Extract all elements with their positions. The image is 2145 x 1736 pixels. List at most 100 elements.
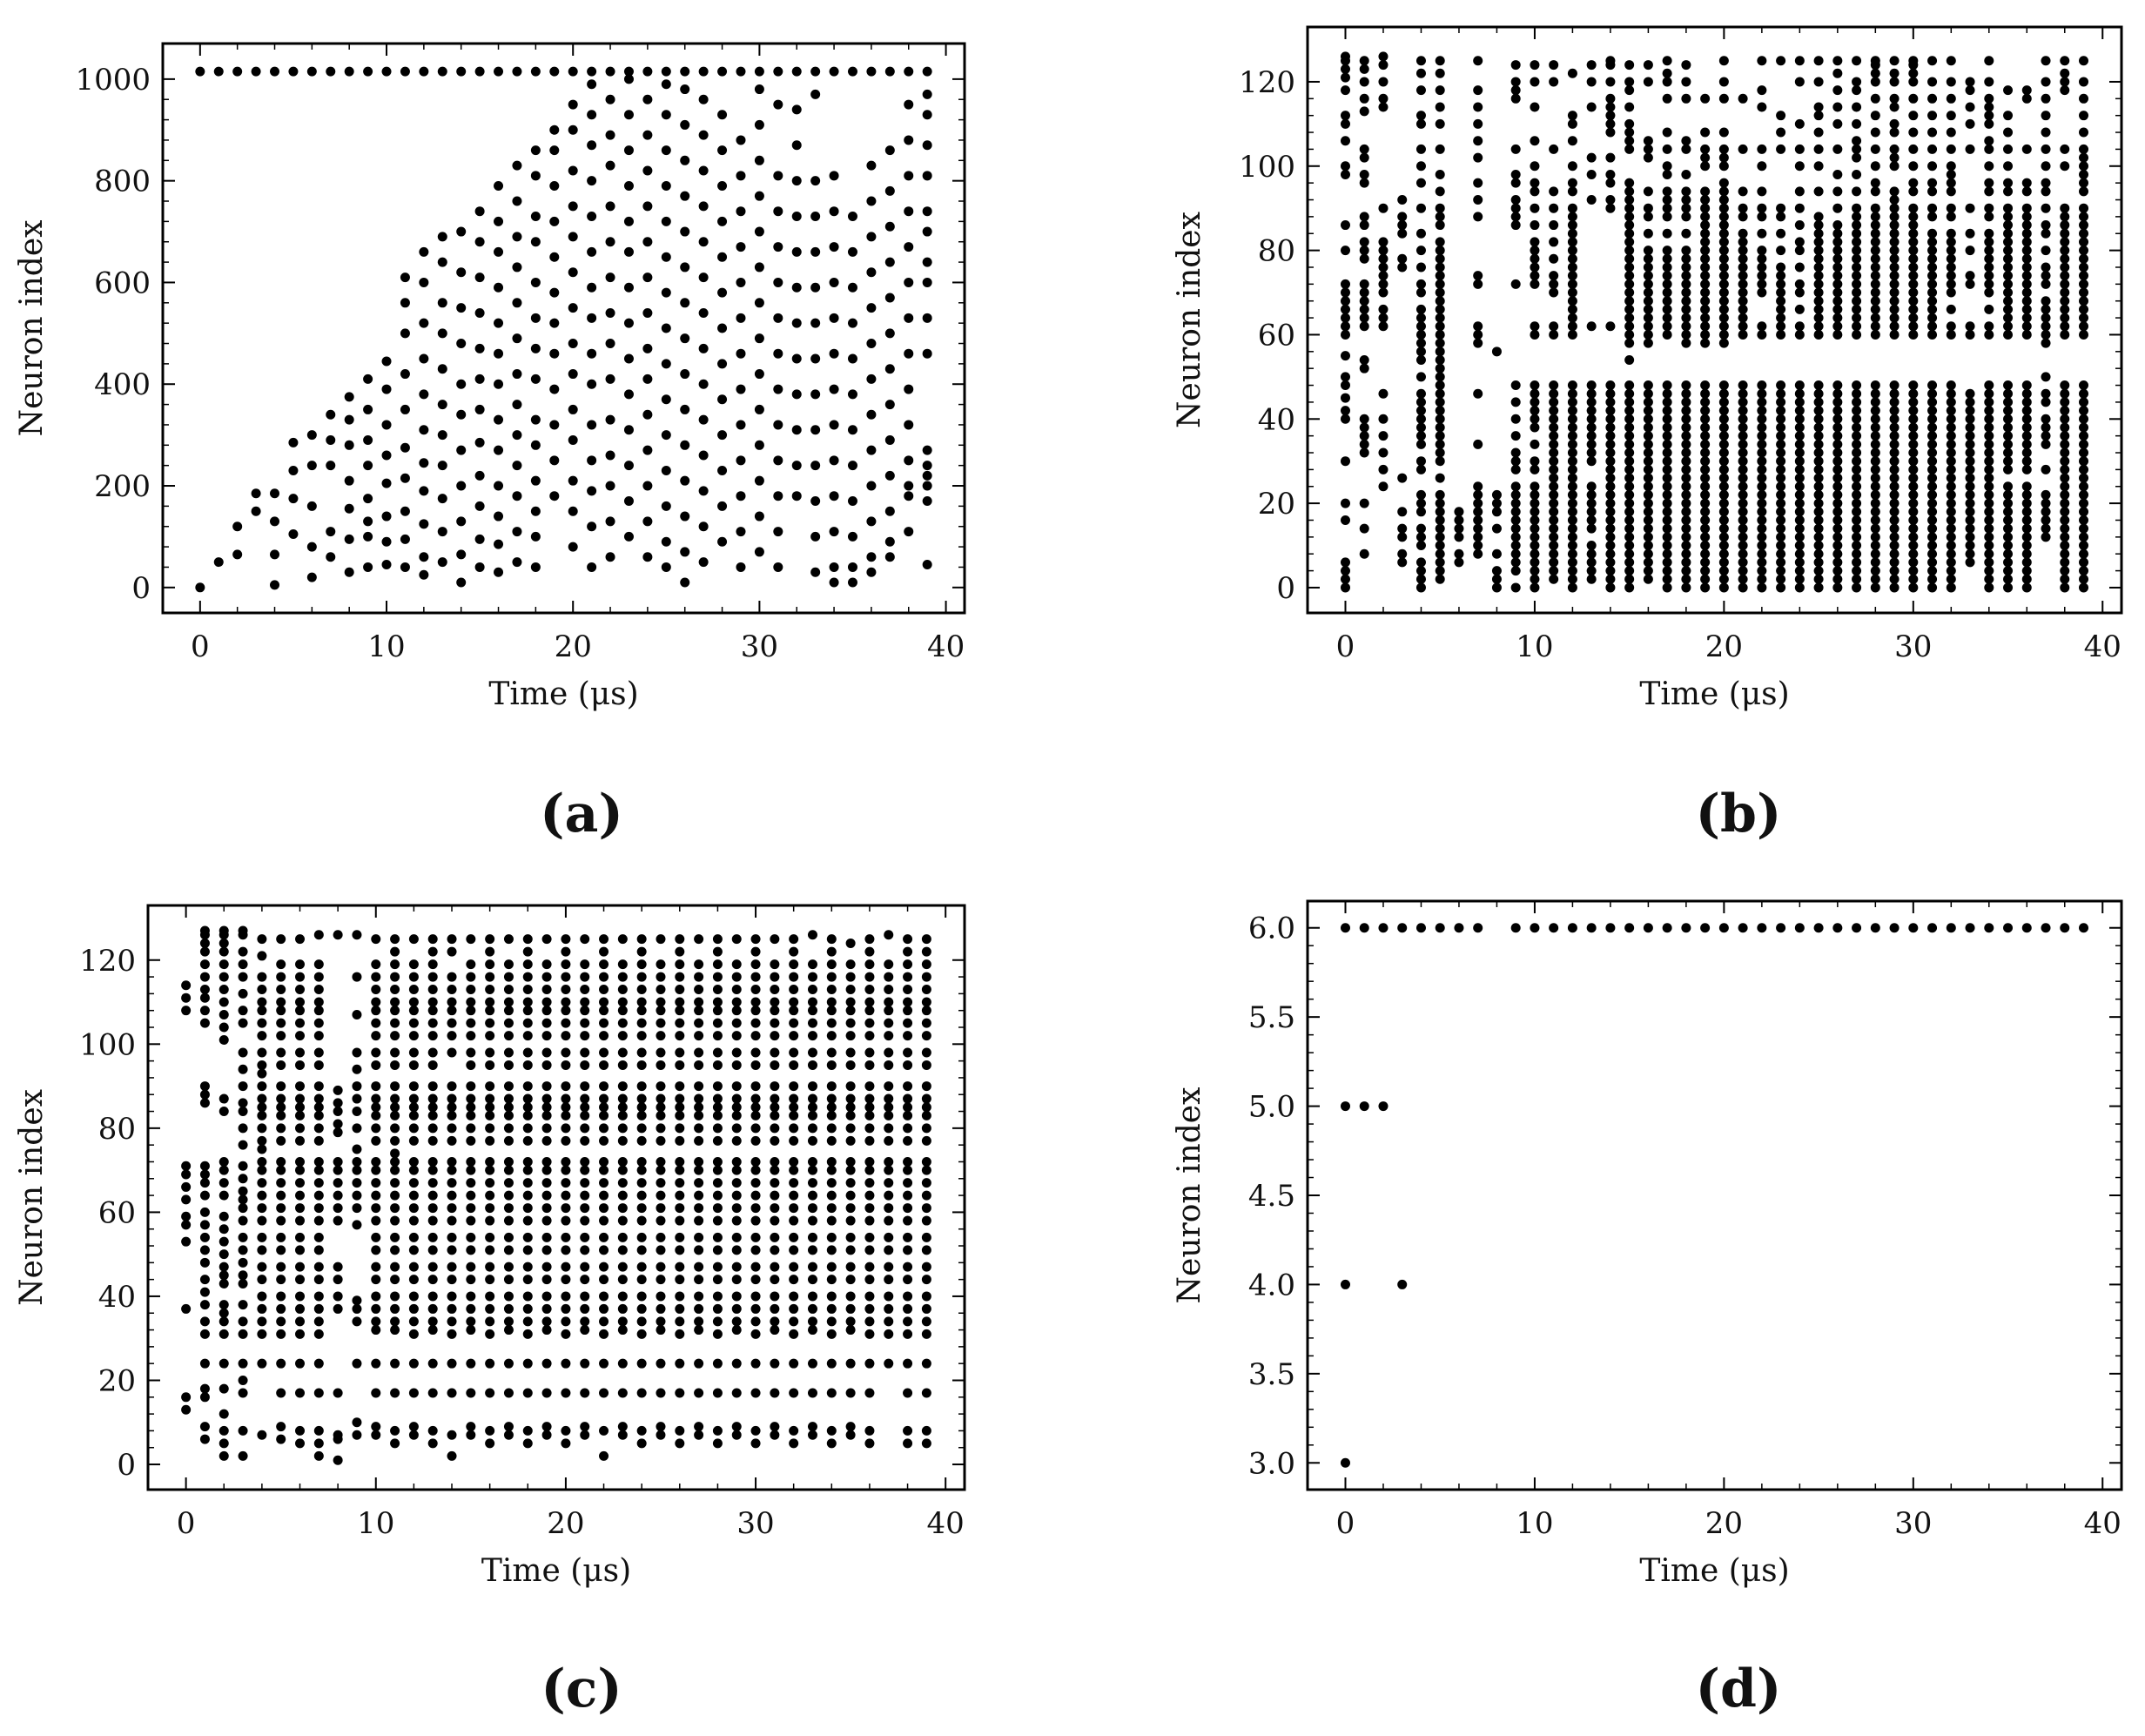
spike-point: [1473, 279, 1483, 289]
spike-point: [1530, 77, 1540, 87]
spike-point: [306, 430, 317, 441]
spike-point: [1605, 541, 1616, 551]
spike-point: [1415, 439, 1426, 449]
spike-point: [1530, 271, 1540, 281]
spike-point: [1946, 212, 1956, 222]
spike-point: [1586, 195, 1597, 205]
spike-point: [2021, 481, 2032, 492]
spike-point: [1776, 144, 1786, 154]
spike-point: [605, 94, 615, 104]
spike-point: [731, 1093, 742, 1104]
spike-point: [599, 934, 609, 945]
spike-point: [2060, 279, 2070, 289]
spike-point: [1435, 507, 1445, 517]
spike-point: [770, 1215, 780, 1226]
spike-point: [1927, 431, 1938, 441]
spike-point: [1908, 422, 1919, 433]
spike-point: [599, 1031, 609, 1041]
spike-point: [1813, 406, 1824, 416]
spike-point: [636, 1093, 647, 1104]
spike-point: [2060, 304, 2070, 314]
spike-point: [1813, 287, 1824, 298]
spike-point: [656, 1232, 666, 1242]
spike-point: [1662, 481, 1672, 492]
spike-point: [270, 66, 280, 77]
spike-point: [884, 328, 895, 339]
spike-point: [344, 503, 354, 514]
spike-point: [826, 1232, 837, 1242]
spike-point: [1397, 473, 1408, 483]
spike-point: [1794, 489, 1805, 500]
spike-point: [181, 1303, 192, 1314]
spike-point: [1549, 406, 1559, 416]
spike-point: [1852, 203, 1862, 213]
spike-point: [807, 1156, 817, 1167]
spike-point: [1757, 473, 1767, 483]
spike-point: [1530, 515, 1540, 525]
spike-point: [1832, 574, 1843, 584]
spike-point: [656, 1215, 666, 1226]
spike-point: [656, 1006, 666, 1016]
spike-point: [1662, 582, 1672, 593]
spike-point: [1643, 532, 1653, 542]
spike-point: [773, 455, 783, 466]
y-axis-label: Neuron index: [1172, 212, 1207, 428]
spike-point: [313, 1358, 324, 1369]
spike-point: [1946, 253, 1956, 264]
y-axis-label: Neuron index: [14, 1089, 50, 1306]
spike-point: [1946, 431, 1956, 441]
spike-point: [371, 1430, 381, 1440]
spike-point: [1946, 56, 1956, 66]
spike-point: [313, 1047, 324, 1058]
spike-point: [712, 1031, 723, 1041]
spike-point: [1624, 439, 1635, 449]
spike-point: [408, 972, 419, 982]
spike-point: [1415, 414, 1426, 424]
spike-point: [829, 562, 839, 572]
spike-point: [1586, 541, 1597, 551]
spike-point: [1624, 102, 1635, 112]
spike-point: [1681, 304, 1691, 314]
spike-point: [1662, 253, 1672, 264]
spike-point: [1567, 279, 1577, 289]
spike-point: [1340, 372, 1350, 382]
spike-point: [2041, 178, 2051, 188]
spike-point: [408, 1031, 419, 1041]
spike-point: [1549, 397, 1559, 407]
spike-point: [199, 1190, 210, 1201]
spike-point: [561, 1006, 571, 1016]
spike-point: [494, 445, 504, 455]
spike-point: [1435, 923, 1445, 933]
spike-point: [636, 934, 647, 945]
spike-point: [712, 1018, 723, 1028]
spike-point: [791, 104, 802, 115]
x-axis-label: Time (μs): [1639, 1553, 1789, 1589]
spike-point: [2021, 246, 2032, 256]
spike-point: [503, 1358, 514, 1369]
spike-point: [903, 1093, 913, 1104]
spike-point: [2060, 574, 2070, 584]
spike-point: [2060, 481, 2070, 492]
spike-point: [561, 1438, 571, 1449]
spike-point: [1832, 228, 1843, 239]
spike-point: [1605, 203, 1616, 213]
spike-point: [750, 1102, 761, 1113]
spike-point: [238, 1098, 248, 1108]
spike-point: [371, 1031, 381, 1041]
spike-point: [1340, 246, 1350, 256]
spike-point: [419, 353, 429, 364]
spike-point: [522, 1291, 533, 1302]
spike-point: [2003, 178, 2014, 188]
spike-point: [1984, 456, 1994, 467]
spike-point: [789, 1178, 799, 1188]
spike-point: [789, 1291, 799, 1302]
spike-point: [522, 1156, 533, 1167]
spike-point: [238, 1174, 248, 1184]
spike-point: [1700, 253, 1711, 264]
spike-point: [599, 1156, 609, 1167]
spike-point: [1965, 414, 1975, 424]
spike-point: [694, 1358, 704, 1369]
spike-point: [561, 934, 571, 945]
spike-point: [1794, 456, 1805, 467]
spike-point: [731, 1291, 742, 1302]
